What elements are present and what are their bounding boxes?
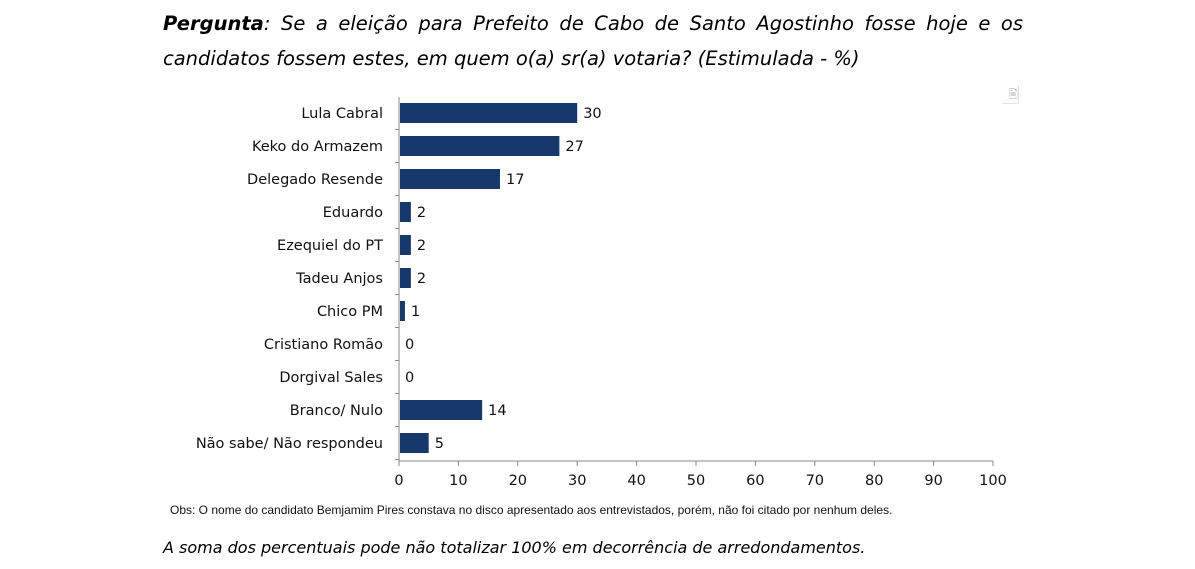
question-text: Pergunta: Se a eleição para Prefeito de … [163, 6, 1023, 76]
category-label: Branco/ Nulo [290, 403, 383, 419]
data-label: 27 [565, 139, 583, 155]
bar-chart: Lula Cabral 30 Keko do Armazem 27 Delegado R… [196, 97, 1007, 489]
data-label: 2 [417, 271, 426, 287]
x-tick-label: 20 [509, 473, 527, 489]
bar [400, 136, 560, 156]
data-label: 5 [435, 436, 444, 452]
x-tick-label: 100 [979, 473, 1007, 489]
category-label: Keko do Armazem [252, 139, 383, 155]
category-label: Não sabe/ Não respondeu [196, 436, 383, 452]
category-label: Cristiano Romão [264, 337, 383, 353]
data-label: 30 [583, 106, 601, 122]
bar [400, 169, 500, 189]
x-tick-label: 70 [806, 473, 824, 489]
category-label: Lula Cabral [301, 106, 383, 122]
data-label: 2 [417, 238, 426, 254]
x-tick-label: 40 [627, 473, 645, 489]
bar [400, 268, 411, 288]
data-label: 17 [506, 172, 524, 188]
bar [400, 202, 411, 222]
x-tick-label: 10 [449, 473, 467, 489]
x-tick-label: 30 [568, 473, 586, 489]
category-label: Dorgival Sales [279, 370, 383, 386]
x-tick-label: 80 [865, 473, 883, 489]
x-tick-label: 50 [687, 473, 705, 489]
x-tick-label: 0 [394, 473, 403, 489]
data-label: 0 [405, 370, 414, 386]
bar [400, 301, 405, 321]
question-body: : Se a eleição para Prefeito de Cabo de … [163, 12, 1023, 70]
filter-icon[interactable]: 🖹 [1002, 85, 1019, 104]
bar [400, 400, 483, 420]
data-label: 0 [405, 337, 414, 353]
bar [400, 433, 429, 453]
category-label: Tadeu Anjos [295, 271, 383, 287]
data-label: 1 [411, 304, 420, 320]
bar [400, 235, 411, 255]
bar [400, 103, 578, 123]
rounding-footnote: A soma dos percentuais pode não totaliza… [163, 538, 866, 557]
question-label: Pergunta [163, 12, 264, 35]
category-label: Delegado Resende [247, 172, 383, 188]
data-label: 2 [417, 205, 426, 221]
category-label: Ezequiel do PT [277, 238, 383, 254]
x-tick-label: 90 [924, 473, 942, 489]
x-tick-label: 60 [746, 473, 764, 489]
observation-note: Obs: O nome do candidato Bemjamim Pires … [170, 503, 893, 517]
data-label: 14 [488, 403, 506, 419]
category-label: Eduardo [323, 205, 383, 221]
category-label: Chico PM [317, 304, 383, 320]
